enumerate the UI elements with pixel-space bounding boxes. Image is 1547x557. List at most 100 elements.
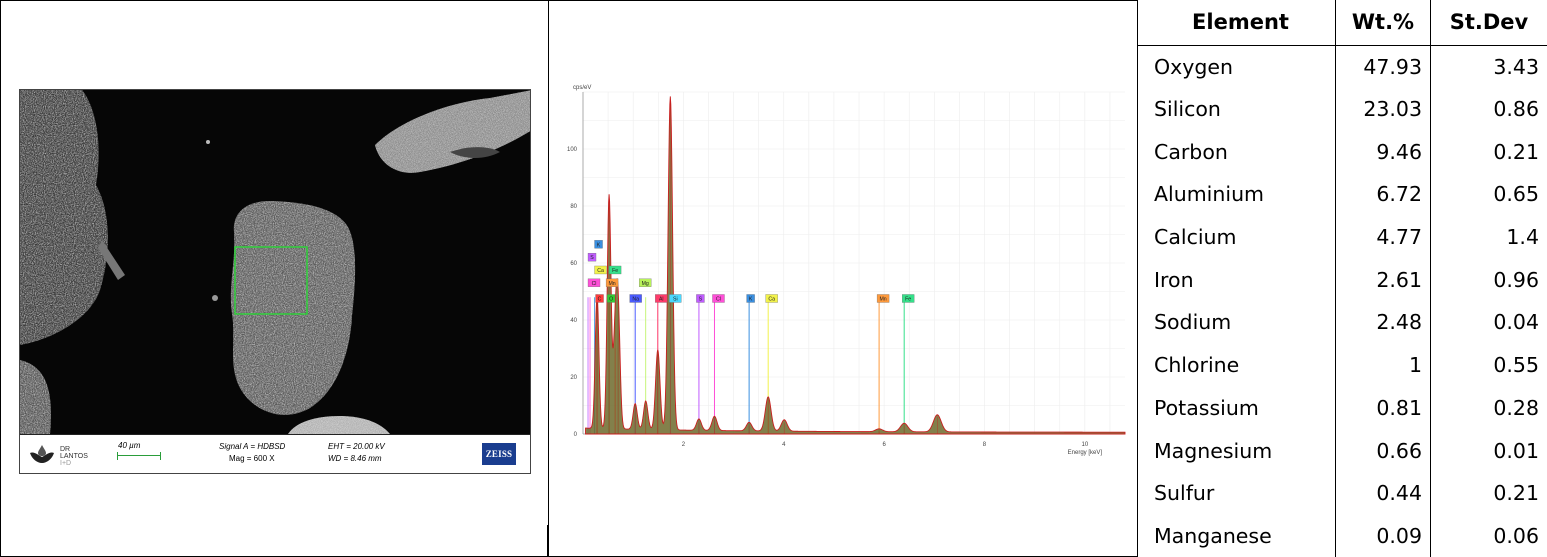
stdev-cell: 0.01 — [1430, 429, 1547, 472]
table-header-row: Element Wt.% St.Dev — [1137, 0, 1547, 46]
stdev-cell: 0.21 — [1430, 130, 1547, 174]
element-cell: Manganese — [1137, 514, 1336, 557]
wt-cell: 0.81 — [1335, 386, 1431, 430]
stdev-cell: 0.28 — [1430, 386, 1547, 430]
svg-text:S: S — [699, 296, 703, 302]
table-row: Sulfur 0.44 0.21 — [1137, 471, 1547, 515]
svg-text:Ca: Ca — [597, 268, 604, 274]
table-row: Iron 2.61 0.96 — [1137, 258, 1547, 302]
stdev-cell: 0.04 — [1430, 301, 1547, 344]
wt-cell: 1 — [1335, 343, 1431, 387]
stdev-cell: 0.55 — [1430, 343, 1547, 387]
svg-text:Al: Al — [659, 296, 664, 302]
element-cell: Oxygen — [1137, 45, 1336, 88]
table-row: Aluminium 6.72 0.65 — [1137, 173, 1547, 216]
scale-bar-label: 40 µm — [118, 441, 141, 450]
table-row: Sodium 2.48 0.04 — [1137, 301, 1547, 344]
table-row: Calcium 4.77 1.4 — [1137, 215, 1547, 259]
svg-text:S: S — [590, 255, 594, 261]
spectrum-envelope — [585, 96, 1126, 435]
header-wt: Wt.% — [1335, 0, 1431, 46]
y-tick-label: 100 — [567, 147, 578, 153]
stdev-cell: 1.4 — [1430, 215, 1547, 259]
signal-text: Signal A = HDBSD — [219, 442, 286, 451]
y-tick-label: 80 — [570, 204, 577, 210]
element-label-mg: Mg — [639, 278, 652, 287]
svg-text:Mn: Mn — [608, 281, 615, 287]
element-cell: Calcium — [1137, 215, 1336, 259]
scale-bar — [117, 452, 161, 460]
svg-text:Cl: Cl — [716, 296, 721, 302]
stdev-cell: 0.06 — [1430, 514, 1547, 557]
element-label-mn: Mn — [876, 294, 890, 303]
table-row: Potassium 0.81 0.28 — [1137, 386, 1547, 430]
sem-micrograph: DR LANTOS I+D 40 µm Signal A = HDBSD Mag… — [19, 89, 531, 474]
svg-text:Ca: Ca — [768, 296, 775, 302]
top-border — [0, 0, 1137, 1]
lantos-logo: DR LANTOS I+D — [28, 443, 108, 467]
element-label-ca: Ca — [765, 294, 778, 303]
table-row: Carbon 9.46 0.21 — [1137, 130, 1547, 174]
x-tick-label: 10 — [1082, 442, 1089, 448]
y-axis-label: cps/eV — [573, 85, 591, 91]
column-divider — [548, 0, 549, 557]
svg-text:Si: Si — [673, 296, 678, 302]
element-cell: Sulfur — [1137, 471, 1336, 515]
column-divider-thick — [547, 525, 549, 557]
sem-image — [20, 90, 530, 434]
element-cell: Magnesium — [1137, 429, 1336, 472]
svg-text:O: O — [609, 296, 613, 302]
wt-cell: 0.44 — [1335, 471, 1431, 515]
x-tick-label: 4 — [782, 442, 786, 448]
stdev-cell: 0.65 — [1430, 173, 1547, 216]
element-label-c: C — [595, 294, 604, 303]
eht-text: EHT = 20.00 kV — [328, 442, 385, 451]
element-cell: Aluminium — [1137, 173, 1336, 216]
y-tick-label: 60 — [570, 261, 577, 267]
element-label-na: Na — [629, 294, 642, 303]
x-axis-label: Energy [keV] — [1068, 450, 1103, 456]
element-label-al: Al — [655, 294, 668, 303]
table-row: Oxygen 47.93 3.43 — [1137, 45, 1547, 88]
table-row: Silicon 23.03 0.86 — [1137, 87, 1547, 131]
svg-text:Fe: Fe — [612, 268, 618, 274]
element-label-o: O — [606, 294, 616, 303]
stdev-cell: 3.43 — [1430, 45, 1547, 88]
wt-cell: 9.46 — [1335, 130, 1431, 174]
svg-text:Fe: Fe — [905, 296, 911, 302]
header-stdev: St.Dev — [1430, 0, 1547, 46]
table-row: Chlorine 1 0.55 — [1137, 343, 1547, 387]
y-tick-label: 20 — [570, 375, 577, 381]
wt-cell: 23.03 — [1335, 87, 1431, 131]
svg-text:K: K — [597, 242, 601, 248]
element-label-ca: Ca — [594, 265, 607, 275]
wt-cell: 0.09 — [1335, 514, 1431, 557]
sem-databar: DR LANTOS I+D 40 µm Signal A = HDBSD Mag… — [20, 434, 530, 473]
analysis-area-box — [234, 246, 308, 315]
wt-cell: 2.48 — [1335, 301, 1431, 344]
element-label-si: Si — [669, 294, 682, 303]
y-tick-label: 40 — [570, 318, 577, 324]
element-cell: Sodium — [1137, 301, 1336, 344]
wt-cell: 2.61 — [1335, 258, 1431, 302]
svg-text:K: K — [749, 296, 753, 302]
zeiss-logo: ZEISS — [482, 443, 516, 465]
element-cell: Carbon — [1137, 130, 1336, 174]
composition-table: Element Wt.% St.Dev Oxygen 47.93 3.43 Silic… — [1137, 0, 1547, 557]
left-border — [0, 0, 1, 557]
element-label-s: S — [587, 252, 597, 262]
svg-text:C: C — [598, 296, 602, 302]
x-tick-label: 6 — [882, 442, 886, 448]
lantos-text: DR LANTOS I+D — [60, 446, 88, 467]
eds-spectrum-chart: 0 20 40 60 80 100 2 4 6 8 10 cps/eV Energy [keV] K S Ca… — [567, 85, 1126, 456]
x-tick-label: 8 — [983, 442, 987, 448]
y-tick-label: 0 — [574, 432, 578, 438]
header-element: Element — [1137, 0, 1336, 46]
lantos-mark-icon — [30, 445, 54, 463]
wt-cell: 4.77 — [1335, 215, 1431, 259]
svg-text:Mg: Mg — [642, 281, 649, 287]
element-cell: Silicon — [1137, 87, 1336, 131]
table-row: Manganese 0.09 0.06 — [1137, 514, 1547, 557]
x-tick-label: 2 — [682, 442, 686, 448]
wt-cell: 47.93 — [1335, 45, 1431, 88]
